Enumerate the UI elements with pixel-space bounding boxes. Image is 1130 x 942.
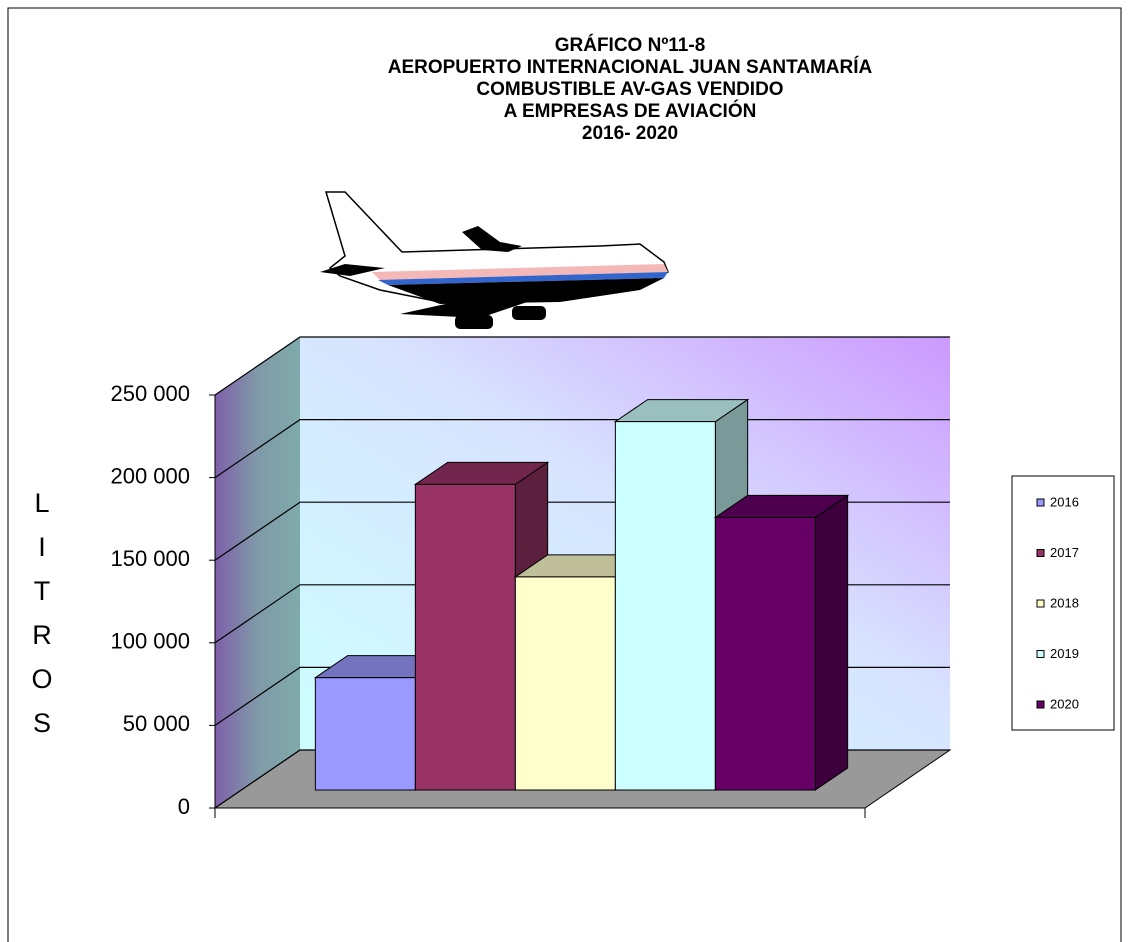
y-axis-label: LITROS xyxy=(27,488,57,752)
chart-title: COMBUSTIBLE AV-GAS VENDIDO xyxy=(476,79,783,100)
chart-title: A EMPRESAS DE AVIACIÓN xyxy=(504,100,757,122)
y-tick-label: 150 000 xyxy=(110,546,190,571)
airplane xyxy=(320,191,669,329)
legend-box xyxy=(1011,475,1115,731)
y-tick-label: 50 000 xyxy=(123,711,190,736)
legend-swatch xyxy=(1036,498,1045,507)
bar xyxy=(414,483,516,791)
legend-swatch xyxy=(1036,700,1045,709)
chart-title: AEROPUERTO INTERNACIONAL JUAN SANTAMARÍA xyxy=(388,56,873,78)
bar xyxy=(614,421,716,791)
frame xyxy=(7,7,1122,942)
bar xyxy=(314,677,416,791)
legend-label: 2018 xyxy=(1050,595,1079,610)
legend-swatch xyxy=(1036,650,1045,658)
legend: 2016 2017 2018 2019 2020 xyxy=(1011,475,1115,731)
legend-swatch xyxy=(1036,549,1045,557)
y-tick-label: 200 000 xyxy=(110,463,190,488)
legend-label: 2017 xyxy=(1050,545,1079,560)
bar xyxy=(714,516,816,791)
legend-label: 2020 xyxy=(1050,696,1079,711)
grid-line xyxy=(214,336,950,396)
chart-title: 2016- 2020 xyxy=(582,123,678,144)
bar xyxy=(514,576,616,791)
y-tick-label: 250 000 xyxy=(110,381,190,406)
legend-label: 2019 xyxy=(1050,646,1079,661)
chart-title: GRÁFICO Nº11-8 xyxy=(555,34,706,56)
side-wall xyxy=(215,337,300,808)
y-tick-label: 0 xyxy=(178,794,190,819)
legend-swatch xyxy=(1036,599,1045,608)
bar-side xyxy=(814,494,849,791)
legend-label: 2016 xyxy=(1050,494,1079,509)
y-tick-label: 100 000 xyxy=(110,629,190,654)
